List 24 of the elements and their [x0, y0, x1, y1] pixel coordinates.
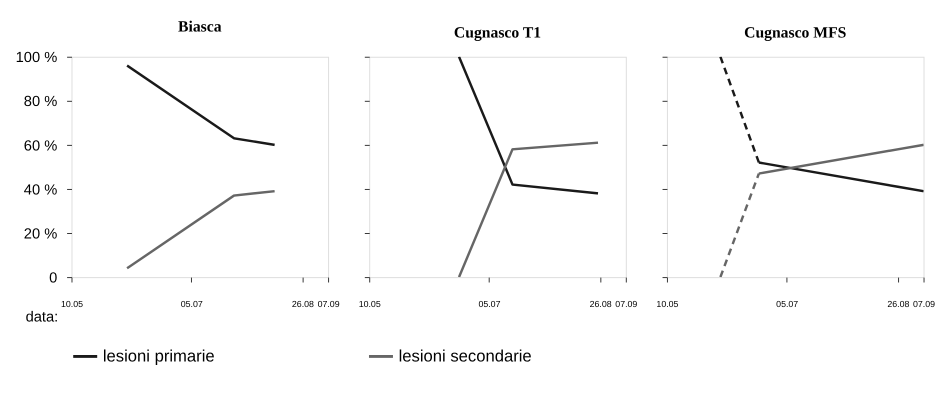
y-tick-label: 60 % — [24, 138, 58, 154]
x-tick-label: 26.08 — [887, 298, 910, 309]
y-tick-label: 100 % — [16, 50, 58, 66]
chart-title: Cugnasco MFS — [744, 24, 847, 42]
x-tick-label: 10.05 — [358, 298, 381, 309]
x-tick-label: 07.09 — [615, 298, 638, 309]
y-tick-label: 40 % — [24, 182, 58, 198]
x-tick-label: 05.07 — [776, 298, 798, 309]
legend-label: lesioni secondarie — [398, 346, 532, 366]
x-tick-label: 07.09 — [913, 298, 936, 309]
x-tick-label: 10.05 — [60, 298, 84, 309]
x-tick-label: 10.05 — [656, 298, 679, 309]
x-axis-title: data: — [26, 310, 58, 326]
legend-label: lesioni primarie — [102, 346, 215, 366]
y-tick-label: 80 % — [24, 94, 58, 110]
x-tick-label: 07.09 — [318, 298, 340, 309]
x-tick-label: 05.07 — [478, 298, 501, 309]
x-tick-label: 26.08 — [292, 298, 314, 309]
y-tick-label: 20 % — [24, 226, 58, 242]
chart-title: Biasca — [178, 18, 222, 36]
chart-title: Cugnasco T1 — [454, 24, 542, 42]
x-tick-label: 05.07 — [180, 298, 203, 309]
x-tick-label: 26.08 — [590, 298, 612, 309]
y-tick-label: 0 — [49, 270, 58, 286]
